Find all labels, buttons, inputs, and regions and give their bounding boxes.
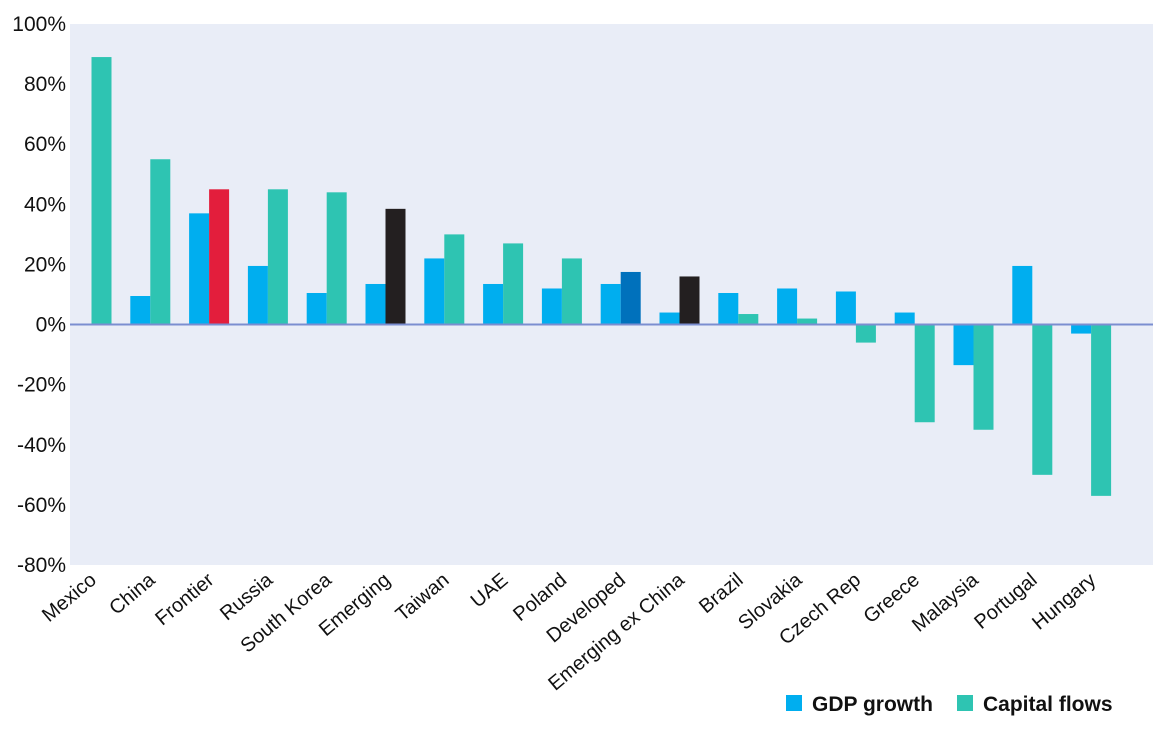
y-tick-label: 60% — [24, 133, 66, 156]
y-tick-label: -80% — [17, 554, 66, 577]
y-tick-label: -20% — [17, 374, 66, 397]
y-tick-label: -40% — [17, 434, 66, 457]
y-tick-label: 100% — [12, 13, 66, 36]
x-category-label: Mexico — [38, 569, 101, 627]
bar-capital-flows-malaysia — [973, 324, 994, 430]
bar-capital-flows-south-korea — [326, 192, 347, 325]
bar-gdp-growth-emerging — [365, 283, 386, 325]
x-category-label: Portugal — [970, 569, 1041, 634]
legend-swatch-capital-flows — [957, 695, 973, 711]
bar-gdp-growth-czech-rep — [835, 291, 856, 325]
y-tick-label: 40% — [24, 193, 66, 216]
y-tick-label: 20% — [24, 253, 66, 276]
y-axis-ticks: -80% -60% -40% -20% 0% 20% 40% 60% 80% 100% — [12, 13, 66, 577]
y-tick-label: -60% — [17, 494, 66, 517]
bar-capital-flows-czech-rep — [855, 324, 876, 343]
bar-gdp-growth-frontier — [189, 213, 210, 325]
bar-capital-flows-china — [150, 159, 171, 325]
bar-gdp-growth-taiwan — [424, 258, 445, 325]
bar-gdp-growth-russia — [247, 265, 268, 325]
bar-capital-flows-hungary — [1091, 324, 1112, 496]
bar-gdp-growth-slovakia — [777, 288, 798, 325]
bar-gdp-growth-emerging-ex-china — [659, 312, 680, 325]
legend-swatch-gdp-growth — [786, 695, 802, 711]
bar-gdp-growth-hungary — [1071, 324, 1092, 334]
x-category-label: Taiwan — [392, 569, 454, 626]
bar-gdp-growth-greece — [894, 312, 915, 325]
bar-gdp-growth-uae — [483, 283, 504, 325]
bar-capital-flows-brazil — [738, 314, 759, 325]
x-category-label: Brazil — [695, 569, 747, 618]
bar-capital-flows-frontier — [209, 189, 230, 325]
bar-gdp-growth-south-korea — [306, 292, 327, 325]
legend-label-capital-flows: Capital flows — [983, 693, 1113, 716]
bar-capital-flows-emerging-ex-china — [679, 276, 700, 325]
bar-capital-flows-mexico — [91, 57, 112, 325]
bar-capital-flows-taiwan — [444, 234, 465, 325]
bar-capital-flows-russia — [267, 189, 288, 325]
bar-capital-flows-uae — [503, 243, 524, 325]
bar-gdp-growth-brazil — [718, 292, 739, 325]
bar-capital-flows-portugal — [1032, 324, 1053, 475]
bar-gdp-growth-malaysia — [953, 324, 974, 366]
bar-capital-flows-slovakia — [797, 318, 818, 325]
y-tick-label: 0% — [36, 314, 66, 337]
legend-label-gdp-growth: GDP growth — [812, 693, 933, 716]
x-category-label: Frontier — [151, 569, 218, 630]
bar-capital-flows-emerging — [385, 208, 406, 325]
bar-gdp-growth-portugal — [1012, 265, 1033, 325]
x-category-label: Malaysia — [908, 568, 983, 636]
bars-group — [91, 57, 1112, 496]
legend: GDP growth Capital flows — [786, 693, 1113, 716]
bar-capital-flows-poland — [561, 258, 582, 325]
x-category-label: UAE — [467, 569, 513, 612]
bar-gdp-growth-developed — [600, 283, 621, 325]
bar-gdp-growth-china — [130, 296, 151, 325]
bar-capital-flows-greece — [914, 324, 935, 423]
x-category-label: Hungary — [1028, 569, 1100, 634]
y-tick-label: 80% — [24, 73, 66, 96]
bar-capital-flows-developed — [620, 271, 641, 325]
bar-gdp-growth-poland — [541, 288, 562, 325]
